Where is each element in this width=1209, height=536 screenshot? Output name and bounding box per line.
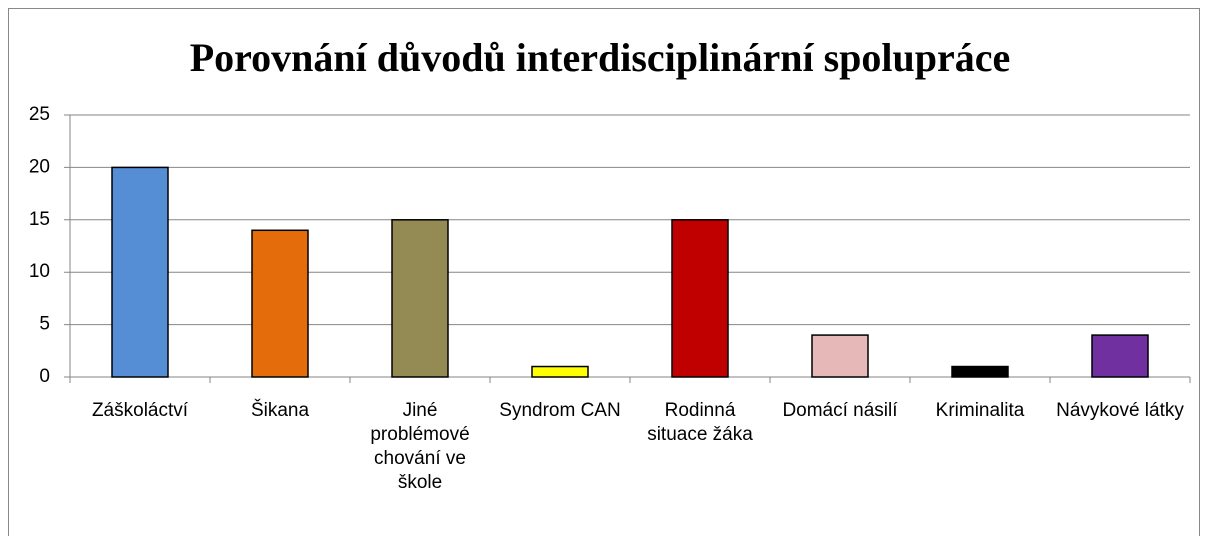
bar [951, 365, 1009, 378]
bar [531, 365, 589, 378]
y-tick-label: 5 [39, 314, 50, 335]
chart-title: Porovnání důvodů interdisciplinární spol… [190, 35, 1011, 80]
y-tick-label: 15 [29, 209, 50, 230]
x-tick-label: Kriminalita [935, 400, 1025, 421]
x-tick-label: Syndrom CAN [499, 400, 621, 421]
bar [671, 219, 729, 378]
x-tick-label: Domácí násilí [782, 400, 898, 421]
y-tick-label: 10 [29, 261, 50, 282]
bar [811, 334, 869, 378]
x-tick-label: Návykové látky [1056, 400, 1184, 421]
bar [111, 166, 169, 378]
x-tick-label: Rodinná situace žáka [647, 400, 753, 445]
bar [251, 229, 309, 378]
chart-border [8, 8, 1200, 536]
x-tick-label: Jiné problémové chování ve škole [370, 400, 470, 493]
y-tick-label: 20 [29, 156, 50, 177]
x-tick-label: Šikana [250, 400, 310, 421]
bar [1091, 334, 1149, 378]
y-tick-label: 0 [39, 366, 50, 387]
x-tick-label: Záškoláctví [91, 400, 189, 421]
y-tick-label: 25 [29, 104, 50, 125]
bar [391, 219, 449, 378]
